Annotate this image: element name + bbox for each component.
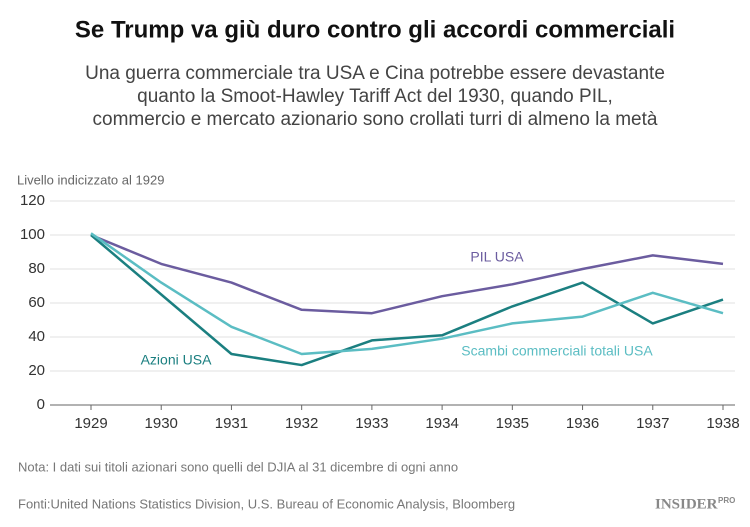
note: Nota: I dati sui titoli azionari sono qu… [18,459,458,474]
y-tick-label: 20 [28,362,45,379]
x-tick-label: 1932 [285,415,318,432]
source: Fonti:United Nations Statistics Division… [18,496,515,511]
x-tick-label: 1934 [425,415,458,432]
logo-badge: PRO [718,496,735,505]
line [90,233,724,315]
y-tick-label: 120 [20,192,45,209]
y-tick-label: 80 [28,260,45,277]
subtitle: commercio e mercato azionario sono croll… [93,109,658,130]
series-label: Azioni USA [141,352,212,368]
x-tick-label: 1938 [706,415,739,432]
x-tick-label: 1935 [496,415,529,432]
x-tick-label: 1937 [636,415,669,432]
y-tick-label: 60 [28,294,45,311]
line [90,232,724,356]
series-label: Scambi commerciali totali USA [461,343,653,359]
x-tick-label: 1936 [566,415,599,432]
x-tick-label: 1933 [355,415,388,432]
y-tick-label: 100 [20,226,45,243]
subtitle: quanto la Smoot-Hawley Tariff Act del 19… [137,86,613,107]
x-tick-label: 1929 [74,415,107,432]
y-tick-label: 40 [28,328,45,345]
y-tick-label: 0 [37,396,45,413]
chart-title: Se Trump va giù duro contro gli accordi … [75,16,675,43]
logo: INSIDER [655,496,718,512]
x-tick-label: 1931 [215,415,248,432]
series-label: PIL USA [470,249,524,265]
line [90,234,724,367]
x-tick-label: 1930 [145,415,178,432]
y-axis-label: Livello indicizzato al 1929 [17,172,164,187]
subtitle: Una guerra commerciale tra USA e Cina po… [85,63,665,84]
